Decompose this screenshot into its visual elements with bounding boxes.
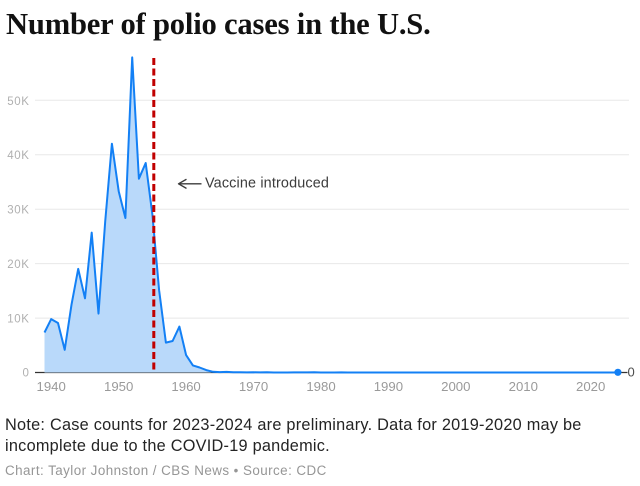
svg-text:20K: 20K: [7, 259, 29, 271]
svg-text:1970: 1970: [239, 379, 268, 394]
svg-text:30K: 30K: [7, 205, 29, 217]
svg-text:1950: 1950: [104, 379, 133, 394]
svg-text:2000: 2000: [441, 379, 470, 394]
svg-text:40K: 40K: [7, 150, 29, 162]
svg-text:1960: 1960: [171, 379, 200, 394]
svg-text:10K: 10K: [7, 314, 29, 326]
svg-text:Vaccine introduced: Vaccine introduced: [205, 176, 329, 192]
svg-text:2020: 2020: [576, 379, 605, 394]
svg-text:1990: 1990: [374, 379, 403, 394]
svg-text:1980: 1980: [306, 379, 335, 394]
svg-text:1940: 1940: [37, 379, 66, 394]
svg-text:0: 0: [628, 365, 635, 380]
svg-text:0: 0: [23, 368, 30, 380]
svg-text:2010: 2010: [509, 379, 538, 394]
svg-text:50K: 50K: [7, 96, 29, 108]
